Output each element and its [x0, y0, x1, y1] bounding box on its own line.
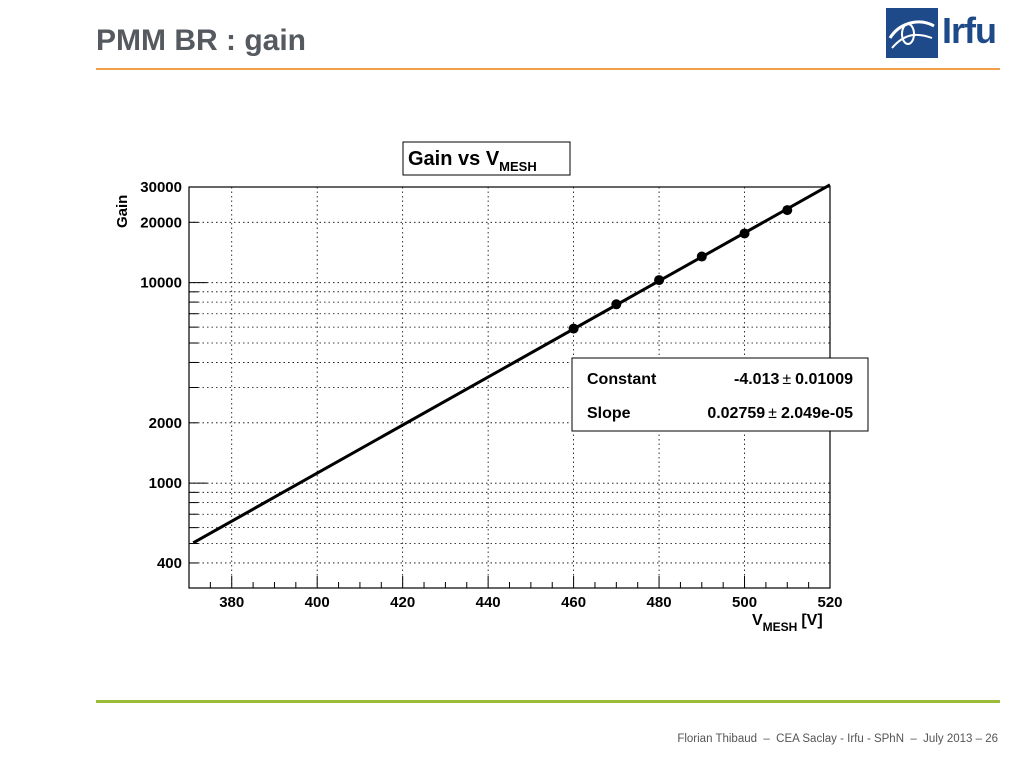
data-point [782, 205, 793, 216]
chart-title: Gain vs VMESH [408, 148, 537, 174]
y-axis-label: Gain [114, 195, 131, 228]
stat-constant-name: Constant [587, 371, 657, 388]
x-axis-label-main: V [752, 612, 763, 629]
y-tick-label: 2000 [149, 415, 182, 432]
irfu-logo: Irfu [886, 8, 1000, 60]
x-tick-label: 400 [305, 594, 330, 611]
slide-title: PMM BR : gain [96, 24, 306, 57]
y-tick-label: 10000 [140, 275, 182, 292]
axis-ticks [188, 186, 831, 589]
irfu-logo-text: Irfu [942, 10, 997, 51]
chart-title-box [402, 141, 571, 176]
data-point [568, 323, 579, 334]
x-axis-label: VMESH [V] [752, 612, 823, 634]
y-tick-label: 20000 [140, 214, 182, 231]
title-divider [96, 68, 1000, 70]
irfu-logo-mark [886, 8, 938, 58]
chart-title-sub: MESH [499, 159, 537, 174]
data-point [611, 299, 622, 310]
y-tick-label: 1000 [149, 475, 182, 492]
data-point [739, 228, 750, 239]
x-axis-label-sub: MESH [763, 620, 798, 634]
fit-stats-box: Constant -4.013 ±0.01009 Slope 0.02759 ±2.… [571, 357, 869, 432]
x-tick-label: 420 [390, 594, 415, 611]
x-tick-label: 380 [219, 594, 244, 611]
fit-line [192, 183, 831, 545]
gain-chart: 380 400 420 440 460 480 500 520 400 1000 2000 1000… [114, 141, 869, 634]
x-tick-label: 480 [647, 594, 672, 611]
y-tick-label: 400 [157, 555, 182, 572]
x-axis-label-unit: [V] [801, 612, 822, 629]
y-tick-labels: 400 1000 2000 10000 20000 30000 [140, 179, 182, 572]
y-tick-label: 30000 [140, 179, 182, 196]
data-points [568, 205, 793, 334]
footer-text: Florian Thibaud – CEA Saclay - Irfu - SP… [677, 733, 998, 745]
footer-divider [96, 700, 1000, 703]
chart-title-main: Gain vs V [408, 148, 500, 170]
x-tick-label: 440 [476, 594, 501, 611]
stat-slope-value: 0.02759 ±2.049e-05 [707, 405, 853, 422]
x-tick-labels: 380 400 420 440 460 480 500 520 [219, 594, 842, 611]
x-tick-label: 460 [561, 594, 586, 611]
stat-slope-name: Slope [587, 405, 631, 422]
x-tick-label: 520 [817, 594, 842, 611]
fit-stats-frame [571, 357, 869, 432]
stat-constant-value: -4.013 ±0.01009 [734, 371, 853, 388]
grid-lines [189, 187, 830, 588]
x-tick-label: 500 [732, 594, 757, 611]
data-point [654, 275, 665, 286]
data-point [696, 251, 707, 262]
